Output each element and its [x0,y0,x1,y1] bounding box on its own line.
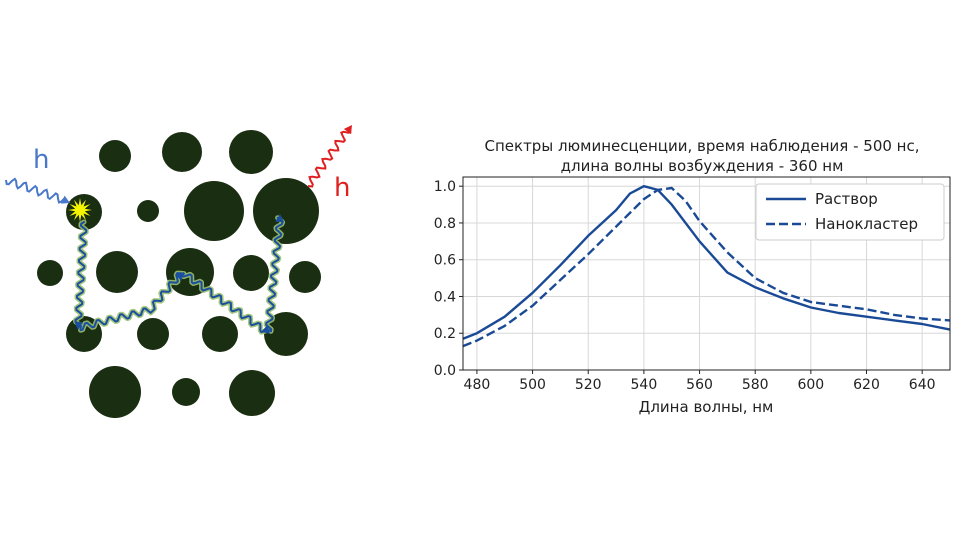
outgoing-photon-wave [307,130,352,188]
particle [253,178,319,244]
x-tick-label: 540 [631,377,658,393]
particle [202,316,238,352]
x-tick-label: 520 [575,377,602,393]
x-tick-label: 620 [853,377,880,393]
chart-title: Спектры люминесценции, время наблюдения … [485,137,920,155]
chart-subtitle: длина волны возбуждения - 360 нм [561,157,844,175]
legend-label-nanocluster: Нанокластер [815,215,918,233]
x-tick-label: 500 [519,377,546,393]
arrowhead [261,325,270,334]
x-axis-ticks: 480 500 520 540 560 580 600 620 640 [464,370,936,393]
particle [137,318,169,350]
energy-transfer-arrowheads [74,214,285,334]
nanocluster-diagram: h h [5,125,352,418]
legend-label-solution: Раствор [815,190,878,208]
series-line-nanocluster [462,186,951,348]
y-tick-label: 0.6 [434,253,456,269]
particle [229,370,275,416]
particle [162,132,202,172]
y-tick-label: 0.2 [434,326,456,342]
particle [264,312,308,356]
particle [184,181,244,241]
particle [172,378,200,406]
particle [89,366,141,418]
series-line-solution [462,185,951,340]
arrowhead [275,214,285,223]
arrowhead [175,272,184,281]
incoming-photon-label: h [33,145,49,175]
particle [99,140,131,172]
arrowhead [60,195,70,204]
x-tick-label: 600 [797,377,824,393]
x-tick-label: 480 [464,377,491,393]
energy-transfer-path [74,216,284,334]
incoming-photon-wave [5,177,66,204]
plot-frame [462,176,951,371]
particle [289,261,321,293]
y-tick-label: 0.8 [434,216,456,232]
y-tick-label: 0.0 [434,363,456,379]
chart-legend: Раствор Нанокластер [755,183,945,241]
x-tick-label: 580 [742,377,769,393]
y-tick-label: 0.4 [434,289,456,305]
arrowhead [343,125,352,135]
x-tick-label: 640 [909,377,936,393]
x-tick-label: 560 [686,377,713,393]
excitation-flash-icon [68,198,92,222]
particle [137,200,159,222]
y-axis-ticks: 0.0 0.2 0.4 0.6 0.8 1.0 [434,179,463,379]
particle [37,260,63,286]
particle [96,251,138,293]
particle [233,255,269,291]
x-axis-label: Длина волны, нм [639,398,774,416]
arrowhead [74,321,84,330]
particle [229,130,273,174]
y-tick-label: 1.0 [434,179,456,195]
chart-series [462,185,951,348]
luminescence-chart: Спектры люминесценции, время наблюдения … [434,137,951,416]
outgoing-photon-label: h [334,173,350,203]
